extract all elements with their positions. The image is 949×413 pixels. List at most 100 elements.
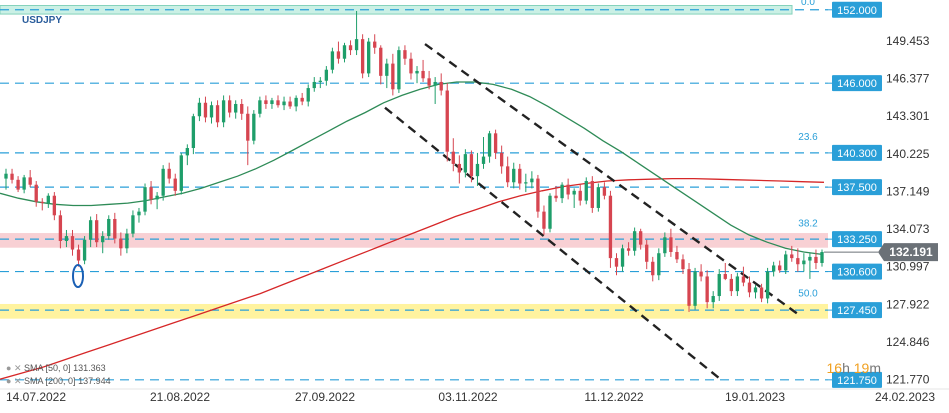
x-tick-label: 27.09.2022 <box>295 390 355 404</box>
candle-body <box>403 50 407 59</box>
candle-body <box>300 97 304 102</box>
level-tag-label[interactable]: 146.000 <box>837 78 877 90</box>
eye-icon[interactable]: ● <box>6 363 12 373</box>
level-tag-label[interactable]: 152.000 <box>837 5 877 17</box>
candle-body <box>457 163 461 173</box>
candle-body <box>415 70 419 74</box>
candle-body <box>46 195 50 204</box>
candle-body <box>632 231 637 251</box>
level-tag-label[interactable]: 133.250 <box>837 234 877 246</box>
candle-body <box>530 178 534 183</box>
level-tag-label[interactable]: 130.600 <box>837 267 877 279</box>
symbol-label: USDJPY <box>22 15 63 26</box>
candle-body <box>161 168 165 196</box>
candle-body <box>506 166 510 183</box>
candle-body <box>626 248 631 251</box>
candle-body <box>113 218 117 239</box>
candle-body <box>28 177 32 185</box>
level-tag[interactable] <box>832 75 882 92</box>
candle-body <box>669 237 673 252</box>
candle-body <box>469 154 474 177</box>
candle-body <box>796 258 800 265</box>
level-tag-label[interactable]: 137.500 <box>837 182 877 194</box>
candle-body <box>427 78 431 86</box>
level-tag[interactable] <box>832 144 882 161</box>
candle-body <box>385 63 389 76</box>
candle-body <box>215 105 220 123</box>
current-price-tag[interactable] <box>878 243 938 262</box>
candle-body <box>512 168 516 183</box>
candle-body <box>645 244 649 262</box>
candle-body <box>312 81 316 89</box>
candle-body <box>639 231 643 245</box>
candle-body <box>270 100 274 104</box>
level-tag[interactable] <box>832 179 882 196</box>
candle-body <box>324 69 329 81</box>
level-tag[interactable] <box>832 302 882 319</box>
candle-body <box>409 58 413 74</box>
level-tag[interactable] <box>832 371 882 388</box>
candle-body <box>342 45 347 59</box>
candle-body <box>52 195 57 216</box>
y-tick-label: 149.453 <box>886 34 930 48</box>
channel-layer <box>384 43 801 382</box>
close-icon[interactable]: ✕ <box>13 376 22 386</box>
candle-body <box>185 148 189 156</box>
candle-body <box>747 282 752 293</box>
level-tag[interactable] <box>832 263 882 280</box>
level-tags-layer[interactable]: 152.000 146.000 140.300 137.500 133.250 130.6… <box>824 1 938 388</box>
candle-body <box>173 178 177 191</box>
level-tag-label[interactable]: 121.750 <box>837 375 877 387</box>
trend-channel-line <box>384 106 723 382</box>
candle-body <box>723 274 727 279</box>
candle-body <box>16 179 20 190</box>
close-icon[interactable]: ✕ <box>13 363 22 373</box>
candle-body <box>765 271 770 299</box>
candle-body <box>433 81 437 86</box>
candle-body <box>439 81 443 91</box>
candle-body <box>367 41 371 74</box>
candle-body <box>421 70 425 79</box>
fib-level-label: 23.6 <box>798 132 818 143</box>
candle-body <box>360 39 365 74</box>
level-tag-label[interactable]: 127.450 <box>837 305 877 317</box>
candle-body <box>784 254 788 271</box>
eye-icon[interactable]: ● <box>6 376 12 386</box>
candle-body <box>306 88 310 102</box>
candle-body <box>131 215 135 234</box>
candle-body <box>657 253 661 276</box>
y-tick-label: 143.301 <box>886 109 930 123</box>
level-tag-label[interactable]: 140.300 <box>837 148 877 160</box>
candle-body <box>34 184 38 202</box>
candle-body <box>125 233 129 249</box>
candle-body <box>584 181 588 201</box>
candle-body <box>620 248 625 267</box>
candle-body <box>735 276 740 292</box>
candle-body <box>566 184 570 195</box>
y-tick-label: 146.377 <box>886 72 930 86</box>
candle-body <box>191 116 196 149</box>
candle-body <box>4 173 8 179</box>
candle-body <box>602 187 607 196</box>
candle-body <box>294 97 298 107</box>
candle-body <box>397 50 401 90</box>
candle-body <box>493 133 498 153</box>
candle-body <box>119 238 123 249</box>
candle-body <box>590 181 594 208</box>
fib-level-label: 38.2 <box>798 219 818 230</box>
candle-body <box>252 113 256 141</box>
candle-body <box>64 236 69 241</box>
candle-body <box>40 201 44 204</box>
highlight-ellipse <box>72 264 84 288</box>
level-tag[interactable] <box>832 1 882 18</box>
candle-body <box>790 254 794 259</box>
candle-body <box>445 90 449 152</box>
candle-body <box>155 195 159 200</box>
candle-body <box>70 236 75 250</box>
candle-body <box>675 251 679 260</box>
candle-body <box>542 211 546 229</box>
candle-body <box>167 168 171 179</box>
level-tag[interactable] <box>832 231 882 248</box>
